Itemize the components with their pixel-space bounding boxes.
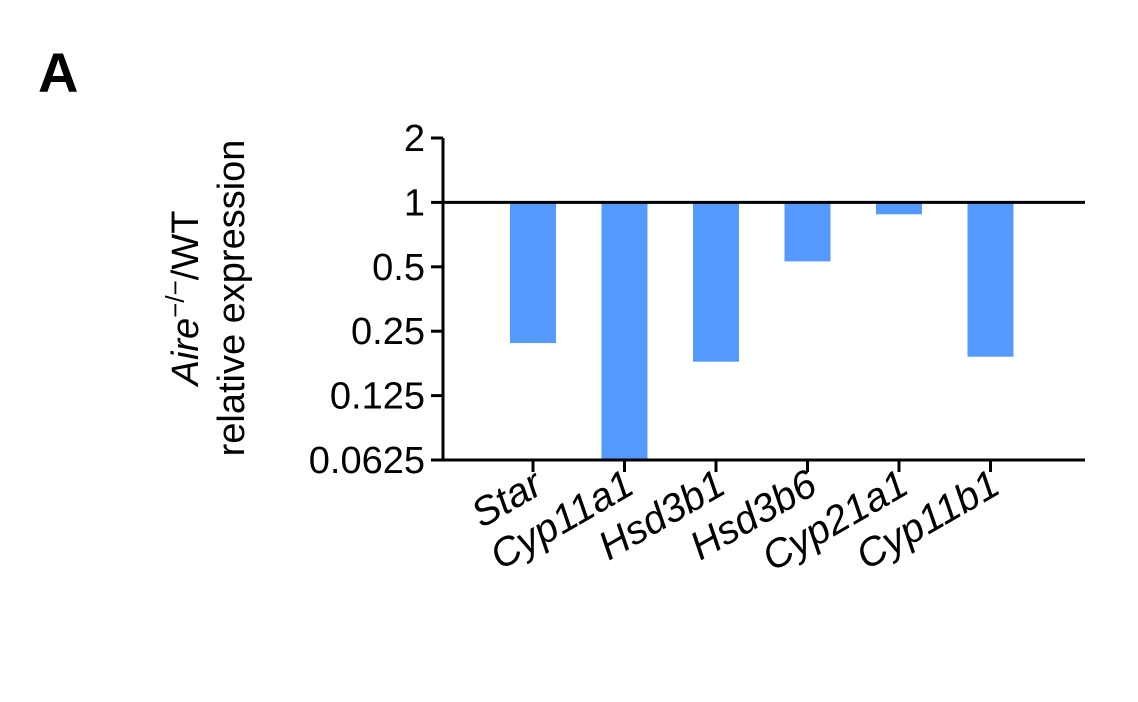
y-tick-label: 0.5 [372,247,425,289]
y-axis-label: Aire−/−/WT relative expression [160,140,253,457]
y-tick-label: 2 [404,118,425,160]
y-axis-label-suffix: /WT [165,211,207,281]
y-tick-label: 0.25 [351,311,425,353]
bar-hsd3b6 [784,202,831,262]
bar-hsd3b1 [693,202,739,362]
y-ticks: 2 1 0.5 0.25 0.125 0.0625 [309,118,443,482]
bars [510,202,1014,460]
panel-label: A [38,41,78,104]
bar-cyp21a1 [876,202,922,215]
bar-cyp11b1 [967,202,1014,357]
bar-cyp11a1 [601,202,648,460]
y-tick-label: 1 [404,182,425,224]
y-axis-label-line2: relative expression [211,140,253,457]
y-tick-label: 0.0625 [309,440,425,482]
y-axis-label-superscript: −/− [160,280,190,318]
y-tick-label: 0.125 [330,376,425,418]
y-axis-label-line1: Aire−/−/WT [160,211,207,388]
y-axis-label-gene: Aire [165,318,207,388]
bar-star [510,202,556,344]
